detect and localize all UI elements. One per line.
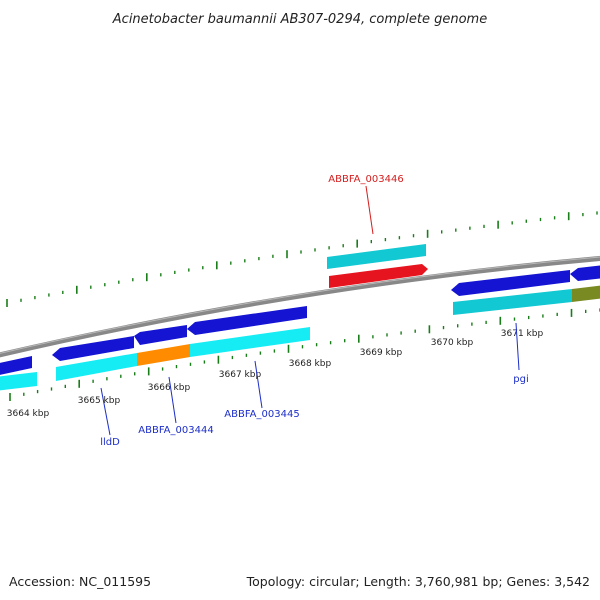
cds-blue-5[interactable] [451, 270, 570, 296]
gene-label-pgi[interactable]: pgi [513, 374, 528, 385]
gene-leaders [100, 185, 520, 436]
scale-labels: 3664 kbp 3665 kbp 3666 kbp 3667 kbp 3668… [7, 329, 544, 419]
cds-blue-3[interactable] [134, 325, 187, 345]
feature-bar-3[interactable] [190, 327, 310, 357]
feature-bar-2[interactable] [56, 353, 137, 381]
gene-label-abbfa-003444[interactable]: ABBFA_003444 [138, 425, 213, 436]
feature-bar-1[interactable] [0, 372, 37, 391]
gene-label-abbfa-003445[interactable]: ABBFA_003445 [224, 409, 299, 420]
cds-red-abbfa-003446[interactable] [329, 264, 428, 288]
cds-blue-6[interactable] [570, 265, 600, 281]
tick-label: 3671 kbp [501, 329, 544, 339]
cds-blue-1[interactable] [0, 356, 32, 376]
map-title: Acinetobacter baumannii AB307-0294, comp… [112, 12, 487, 27]
leader-pgi [515, 322, 520, 371]
genome-summary: Topology: circular; Length: 3,760,981 bp… [246, 574, 590, 589]
tick-label: 3670 kbp [431, 338, 474, 348]
tick-label: 3665 kbp [78, 396, 121, 406]
reverse-strand-cds [0, 265, 600, 376]
leader-abbfa-003446 [365, 185, 374, 235]
gene-label-abbfa-003446[interactable]: ABBFA_003446 [328, 174, 403, 185]
feature-bar-olive[interactable] [572, 285, 600, 302]
gene-label-lldd[interactable]: lldD [100, 437, 120, 448]
feature-bar-outer[interactable] [327, 244, 426, 269]
feature-track [0, 244, 600, 391]
accession-text: Accession: NC_011595 [9, 574, 151, 589]
feature-bar-orange[interactable] [137, 344, 190, 366]
outer-tick-ring [6, 211, 598, 307]
cds-blue-4[interactable] [187, 306, 307, 335]
tick-label: 3668 kbp [289, 359, 332, 369]
leader-abbfa-003444 [168, 376, 177, 424]
genome-backbone [0, 255, 600, 358]
tick-label: 3666 kbp [148, 383, 191, 393]
leader-lldd [100, 387, 111, 436]
leader-abbfa-003445 [254, 360, 263, 409]
inner-tick-ring [9, 308, 600, 401]
tick-label: 3667 kbp [219, 370, 262, 380]
cds-blue-2[interactable] [52, 336, 134, 361]
tick-label: 3664 kbp [7, 409, 50, 419]
feature-bar-4[interactable] [453, 289, 572, 315]
tick-label: 3669 kbp [360, 348, 403, 358]
